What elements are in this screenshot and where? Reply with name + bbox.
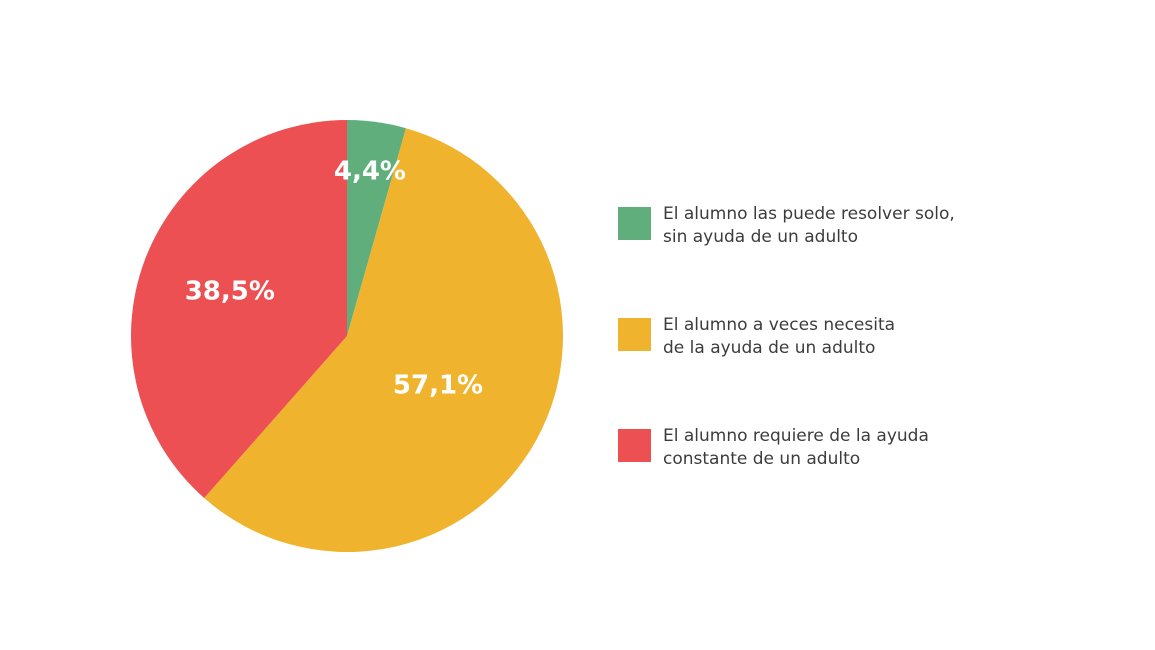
pie-label-solo: 4,4% bbox=[334, 156, 406, 186]
legend-swatch-green bbox=[618, 207, 651, 240]
legend-item-constante: El alumno requiere de la ayuda constante… bbox=[618, 425, 1038, 469]
legend-label: El alumno requiere de la ayuda constante… bbox=[663, 426, 929, 469]
pie-label-constante: 38,5% bbox=[185, 277, 275, 307]
pie-label-a-veces: 57,1% bbox=[393, 371, 483, 401]
legend-swatch-yellow bbox=[618, 318, 651, 351]
chart-legend: El alumno las puede resolver solo, sin a… bbox=[618, 203, 1038, 536]
pie-slice-constante bbox=[130, 120, 347, 499]
legend-item-a-veces: El alumno a veces necesita de la ayuda d… bbox=[618, 314, 1038, 358]
legend-label: El alumno a veces necesita de la ayuda d… bbox=[663, 315, 896, 358]
pie-slice-solo bbox=[347, 120, 406, 336]
pie-slice-a-veces bbox=[204, 128, 563, 552]
legend-label: El alumno las puede resolver solo, sin a… bbox=[663, 204, 955, 247]
legend-item-solo: El alumno las puede resolver solo, sin a… bbox=[618, 203, 1038, 247]
legend-swatch-red bbox=[618, 429, 651, 462]
